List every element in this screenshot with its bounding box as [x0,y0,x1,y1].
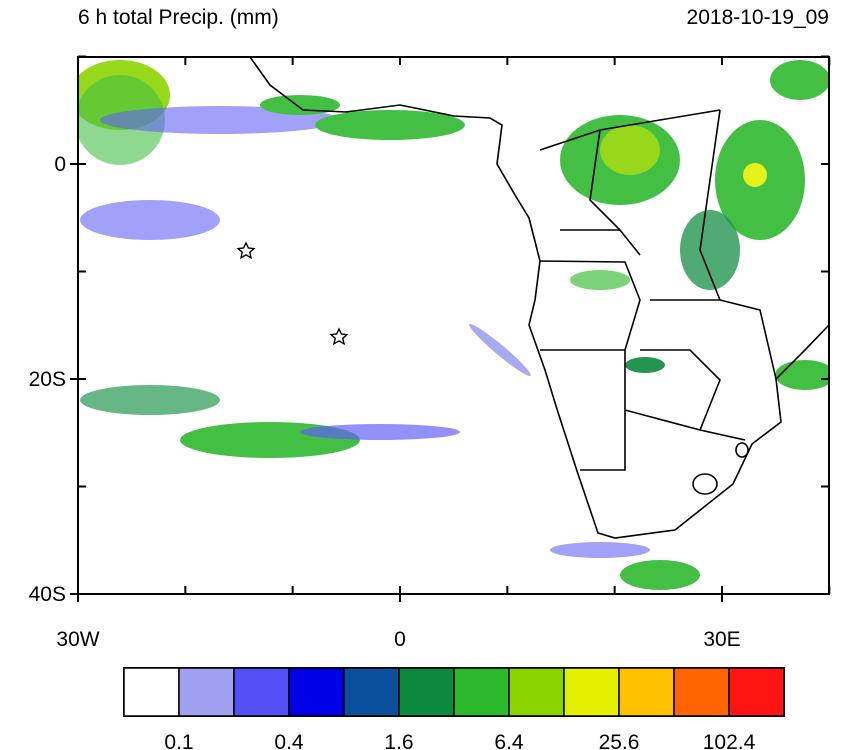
coastline [249,57,829,539]
colorbar-box [123,667,180,717]
lon-label: 0 [394,628,406,651]
station-star [236,241,256,260]
colorbar-box [508,667,565,717]
borders [539,109,777,471]
lon-label: 30E [703,628,740,651]
colorbar-label: 0.1 [164,731,193,750]
lesotho [692,473,718,495]
colorbar-box [233,667,290,717]
eswatini [735,442,749,458]
valid-time: 2018-10-19_09 [687,6,829,29]
precip-field [78,57,829,590]
colorbar-box [618,667,675,717]
title: 6 h total Precip. (mm) [78,6,279,29]
colorbar-box [288,667,345,717]
station-star [329,327,349,346]
lat-label: 0 [54,153,66,176]
map-frame [77,56,830,595]
colorbar-box [343,667,400,717]
ticks [70,55,831,602]
colorbar-box [398,667,455,717]
lat-label: 40S [29,583,66,606]
colorbar-box [728,667,785,717]
colorbar-box [178,667,235,717]
colorbar-box [453,667,510,717]
lon-label: 30W [56,628,99,651]
colorbar-label: 0.4 [274,731,304,750]
colorbar-box [563,667,620,717]
colorbar-label: 1.6 [384,731,413,750]
colorbar-label: 6.4 [494,731,524,750]
colorbar-label: 25.6 [599,731,640,750]
colorbar-box [673,667,730,717]
colorbar-label: 102.4 [703,731,756,750]
lat-label: 20S [29,368,66,391]
